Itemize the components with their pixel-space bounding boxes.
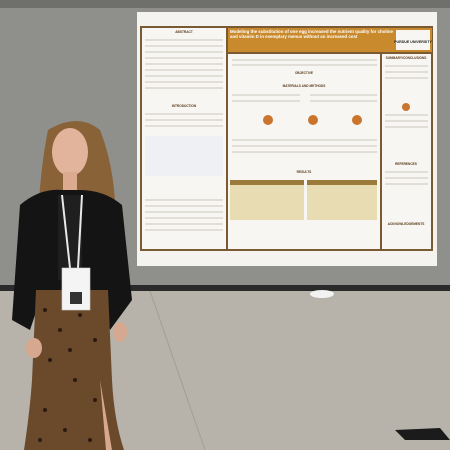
title-holder: Modeling the substitution of one egg inc… [230,29,393,39]
section-heading: INTRODUCTION [172,104,197,108]
egg-image [308,115,318,125]
badge-qr [70,292,82,304]
lanyard [77,194,83,269]
floor-seam [149,290,206,450]
section-heading: REFERENCES [395,162,417,166]
section-heading: RESULTS [297,170,312,174]
poster-title: Modeling the substitution of one egg inc… [230,29,393,39]
lanyard [61,194,71,269]
intro-figure [145,136,223,176]
section-heading: SUMMARY/CONCLUSIONS [386,56,427,60]
egg-image [402,103,410,111]
wall-base [0,285,450,291]
poster-column [382,54,431,249]
section-heading: ACKNOWLEDGEMENTS [388,222,425,226]
results-table [230,180,304,220]
logo: PURDUE UNIVERSITY [394,40,432,44]
table-header [230,180,304,185]
wall-top [0,0,450,8]
table-header [307,180,377,185]
face [52,128,88,176]
leg [100,380,112,450]
skirt [24,290,124,450]
logo-box [396,30,430,50]
leopard-print [38,308,97,442]
section-heading: ABSTRACT [175,30,193,34]
results-table [307,180,377,220]
hand [26,338,42,358]
egg-image [263,115,273,125]
neck [63,172,77,190]
egg-image [352,115,362,125]
section-heading: MATERIALS AND METHODS [283,84,326,88]
text-lines [145,39,428,231]
shoe [395,428,450,440]
section-heading: OBJECTIVE [295,71,313,75]
shoe [310,290,334,298]
hand [113,322,127,342]
